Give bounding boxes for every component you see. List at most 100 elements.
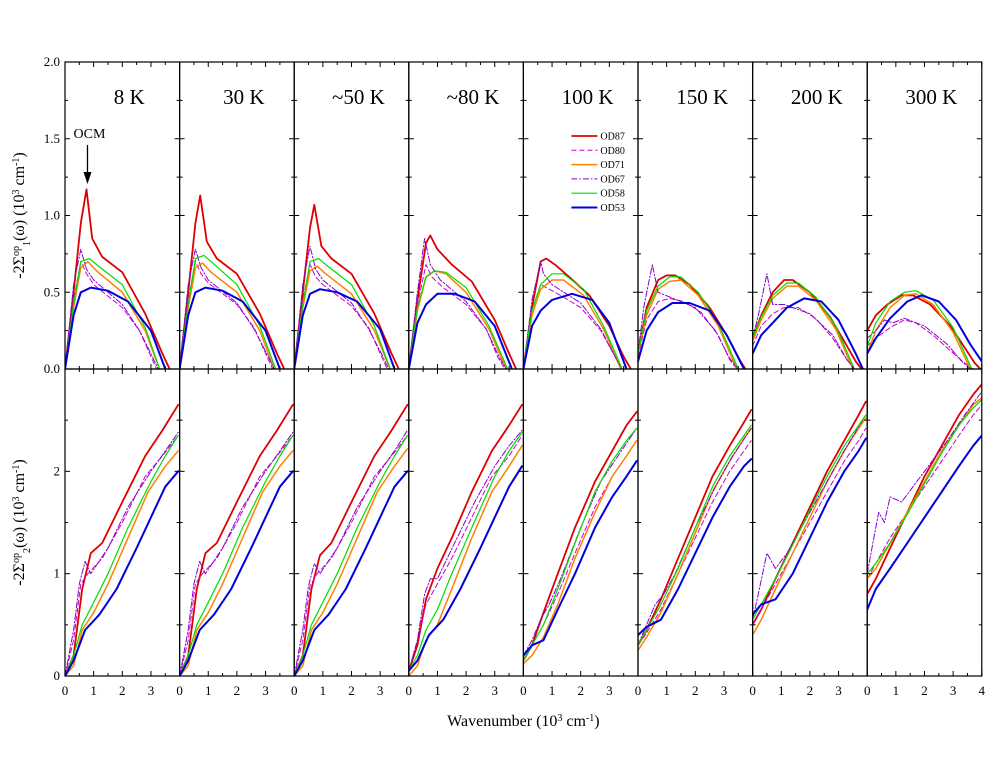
series-od87-line bbox=[752, 279, 863, 369]
series-od58-line bbox=[523, 427, 638, 662]
x-tick-label: 1 bbox=[663, 683, 670, 698]
series-od87-line bbox=[523, 411, 638, 662]
series-od67-line bbox=[638, 264, 739, 369]
series-od58-line bbox=[179, 434, 294, 676]
x-tick-label: 2 bbox=[119, 683, 126, 698]
series-od87-line bbox=[294, 203, 400, 369]
temperature-label-150-k: 150 K bbox=[676, 85, 728, 109]
bottom-panel-200-k bbox=[751, 368, 868, 677]
x-tick-label: 1 bbox=[90, 683, 97, 698]
series-od58-line bbox=[294, 434, 408, 676]
ocm-annotation: OCM bbox=[74, 127, 106, 184]
legend-label: OD80 bbox=[600, 146, 624, 157]
bottom-panel-150-k bbox=[637, 368, 754, 677]
series-od87-line bbox=[867, 294, 982, 369]
series-od58-line bbox=[408, 431, 523, 672]
ocm-arrow-head bbox=[83, 172, 92, 184]
series-od67-line bbox=[408, 429, 523, 672]
series-od53-line bbox=[294, 288, 396, 369]
x-tick-label: 3 bbox=[148, 683, 155, 698]
series-od71-line bbox=[294, 448, 409, 676]
series-od58-line bbox=[638, 424, 752, 646]
series-od71-line bbox=[523, 439, 638, 665]
x-tick-label: 2 bbox=[807, 683, 814, 698]
series-od80-line bbox=[867, 404, 982, 580]
top-panel-50-k: ~50 K bbox=[293, 61, 410, 370]
top-series-group bbox=[65, 188, 171, 369]
series-od80-line bbox=[752, 427, 867, 626]
series-od71-line bbox=[752, 285, 854, 369]
top-series-group bbox=[867, 290, 982, 369]
series-od87-line bbox=[752, 400, 867, 626]
y-tick-labels: 0.0 0.5 1.0 1.5 2.0 0 1 2 bbox=[44, 54, 60, 683]
series-od53-line bbox=[65, 470, 180, 676]
series-od67-line bbox=[523, 261, 623, 369]
x-tick-label: 2 bbox=[692, 683, 699, 698]
x-tick-label: 0 bbox=[864, 683, 871, 698]
series-od71-line bbox=[408, 445, 523, 676]
temperature-label-80-k: ~80 K bbox=[447, 85, 500, 109]
legend-item-od53: OD53 bbox=[571, 203, 625, 214]
series-od71-line bbox=[179, 450, 294, 676]
x-tick-label: 2 bbox=[577, 683, 584, 698]
bottom-series-group bbox=[294, 403, 409, 676]
top-series-group bbox=[179, 194, 286, 369]
x-tick-label: 1 bbox=[549, 683, 556, 698]
series-od67-line bbox=[65, 248, 159, 369]
legend: OD87 OD80 OD71 OD67 OD58 OD53 bbox=[571, 132, 625, 214]
temperature-label-30-k: 30 K bbox=[223, 85, 264, 109]
top-panel-100-k: 100 K bbox=[522, 61, 639, 370]
top-series-group bbox=[294, 203, 400, 369]
bottom-series-group bbox=[867, 383, 982, 611]
series-od87-line bbox=[179, 403, 294, 676]
legend-item-od87: OD87 bbox=[571, 132, 625, 143]
series-od71-line bbox=[408, 270, 507, 369]
series-od80-line bbox=[408, 435, 523, 672]
series-od67-line bbox=[179, 248, 275, 369]
series-od87-line bbox=[408, 234, 518, 369]
series-od53-line bbox=[638, 458, 753, 637]
series-od71-line bbox=[294, 265, 391, 369]
x-tick-label: 1 bbox=[434, 683, 441, 698]
temperature-label-50-k: ~50 K bbox=[332, 85, 385, 109]
bottom-panel-frame bbox=[637, 368, 754, 677]
series-od71-line bbox=[867, 293, 972, 369]
series-od53-line bbox=[179, 286, 281, 369]
temperature-label-300-k: 300 K bbox=[905, 85, 957, 109]
panels: 8 K 30 K ~50 K ~80 K 100 K 150 K 200 K 300 K bbox=[64, 61, 983, 677]
x-tick-label: 0 bbox=[749, 683, 756, 698]
legend-label: OD87 bbox=[600, 132, 624, 143]
bottom-panel-50-k bbox=[293, 368, 410, 677]
x-tick-label: 0 bbox=[635, 683, 642, 698]
x-axis-title: Wavenumber (103 cm-1) bbox=[447, 713, 599, 731]
y-tick-label-top: 0.0 bbox=[44, 361, 60, 376]
x-tick-label: 1 bbox=[205, 683, 212, 698]
bottom-x-ticks bbox=[637, 368, 754, 677]
series-od58-line bbox=[523, 273, 623, 369]
series-od58-line bbox=[752, 414, 867, 621]
x-tick-label: 4 bbox=[979, 683, 986, 698]
x-tick-labels: 0 1 2 3 0 1 2 3 0 1 2 3 0 1 2 3 0 1 2 3 0 1 2 3 0 1 2 3 0 1 2 3 4 bbox=[62, 683, 986, 698]
top-panel-300-k: 300 K bbox=[866, 61, 983, 370]
series-od67-line bbox=[179, 431, 294, 676]
series-od58-line bbox=[752, 282, 855, 369]
top-panel-8-k: 8 K bbox=[64, 61, 181, 370]
series-od71-line bbox=[523, 279, 622, 369]
series-od87-line bbox=[638, 408, 753, 647]
series-od71-line bbox=[638, 279, 738, 369]
x-tick-label: 3 bbox=[721, 683, 728, 698]
series-od53-line bbox=[638, 302, 745, 369]
series-od53-line bbox=[408, 465, 523, 672]
bottom-series-group bbox=[408, 403, 523, 676]
top-series-group bbox=[408, 234, 518, 369]
series-od71-line bbox=[179, 262, 275, 369]
series-od80-line bbox=[523, 440, 638, 662]
y-tick-label-bottom: 1 bbox=[54, 566, 61, 581]
ocm-label: OCM bbox=[74, 127, 106, 142]
x-tick-label: 3 bbox=[606, 683, 613, 698]
legend-label: OD67 bbox=[600, 174, 624, 185]
top-panel-200-k: 200 K bbox=[751, 61, 868, 370]
series-od80-line bbox=[752, 307, 855, 369]
series-od53-line bbox=[867, 294, 982, 363]
top-panel-80-k: ~80 K bbox=[408, 61, 524, 370]
